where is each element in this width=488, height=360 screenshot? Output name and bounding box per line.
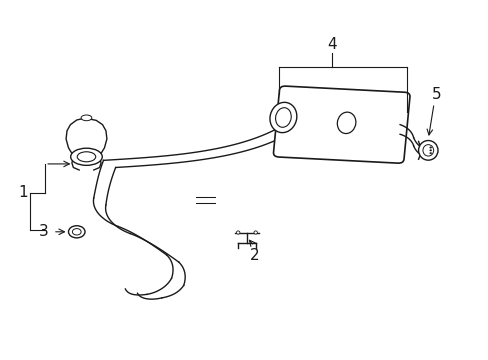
Ellipse shape — [429, 150, 431, 151]
Ellipse shape — [253, 231, 257, 234]
Ellipse shape — [77, 152, 96, 162]
Ellipse shape — [71, 148, 102, 165]
Text: 5: 5 — [431, 87, 441, 102]
Ellipse shape — [68, 226, 85, 238]
Ellipse shape — [275, 108, 291, 127]
Ellipse shape — [429, 153, 431, 154]
Text: 3: 3 — [39, 224, 49, 239]
Ellipse shape — [337, 112, 355, 134]
Ellipse shape — [429, 147, 431, 148]
Ellipse shape — [422, 145, 433, 156]
Ellipse shape — [72, 229, 81, 235]
Text: 2: 2 — [249, 248, 259, 262]
Text: 1: 1 — [19, 185, 28, 200]
Ellipse shape — [269, 102, 296, 132]
Ellipse shape — [81, 115, 92, 121]
Ellipse shape — [418, 140, 437, 160]
Text: 4: 4 — [326, 37, 336, 52]
FancyBboxPatch shape — [273, 86, 409, 163]
Ellipse shape — [236, 231, 240, 234]
